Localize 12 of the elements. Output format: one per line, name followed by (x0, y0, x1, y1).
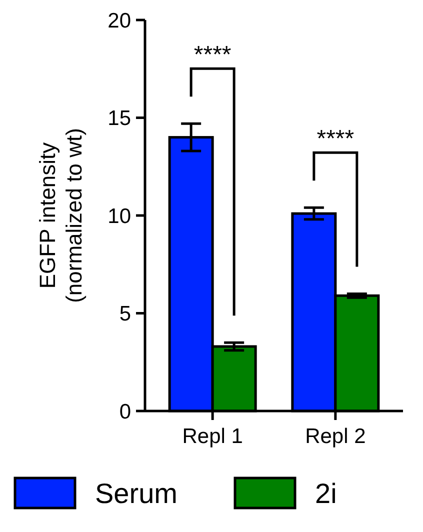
y-tick-label: 15 (108, 107, 131, 130)
y-tick-label: 20 (108, 9, 131, 32)
annotation: **** (316, 126, 354, 153)
x-tick-label: Repl 1 (182, 425, 243, 448)
annotation: **** (194, 42, 232, 69)
y-tick-label: 0 (119, 400, 131, 424)
legend-label: 2i (315, 478, 337, 509)
y-tick-label: 10 (108, 204, 131, 228)
legend-label: Serum (95, 478, 178, 509)
y-axis-title: EGFP intensity (normalized to wt) (35, 128, 86, 303)
y-tick-label: 5 (119, 302, 131, 326)
x-tick-label: Repl 2 (305, 425, 366, 448)
